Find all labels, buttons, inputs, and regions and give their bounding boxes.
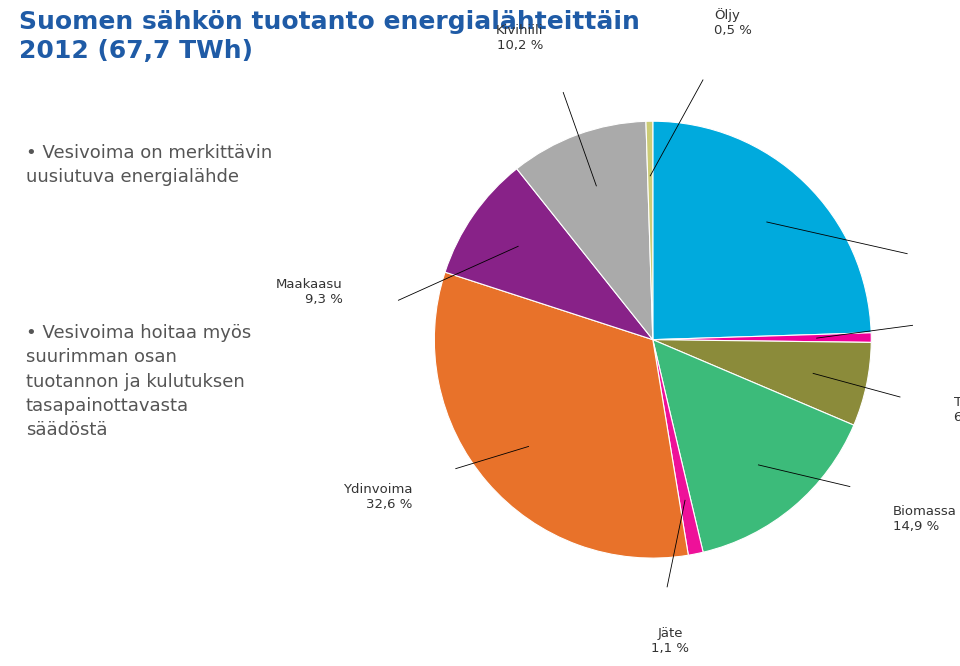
Text: Suomen sähkön tuotanto energialähteittäin
2012 (67,7 TWh): Suomen sähkön tuotanto energialähteittäi… [19, 10, 640, 63]
Wedge shape [646, 121, 653, 340]
Wedge shape [653, 340, 703, 555]
Text: Ydinvoima
32,6 %: Ydinvoima 32,6 % [343, 483, 413, 511]
Text: Maakaasu
9,3 %: Maakaasu 9,3 % [276, 278, 343, 306]
Text: 2(38)    PVO-VESIVOIMA OY: 2(38) PVO-VESIVOIMA OY [24, 631, 211, 645]
Text: Biomassa
14,9 %: Biomassa 14,9 % [893, 505, 957, 533]
Text: VOIMA: VOIMA [884, 645, 936, 659]
Text: POHJOLAN: POHJOLAN [875, 624, 936, 634]
Text: Turve
6,2 %: Turve 6,2 % [954, 396, 960, 424]
Text: Jäte
1,1 %: Jäte 1,1 % [651, 627, 689, 655]
Wedge shape [434, 272, 688, 558]
Text: Öljy
0,5 %: Öljy 0,5 % [714, 9, 752, 37]
Text: • Vesivoima on merkittävin
uusiutuva energialähde: • Vesivoima on merkittävin uusiutuva ene… [26, 145, 272, 186]
Wedge shape [653, 340, 853, 552]
Text: Kivihiili
10,2 %: Kivihiili 10,2 % [496, 24, 543, 52]
Wedge shape [445, 168, 653, 340]
Wedge shape [516, 121, 653, 340]
Wedge shape [653, 121, 871, 340]
Text: 2013: 2013 [624, 631, 660, 645]
Wedge shape [653, 333, 872, 342]
Text: • Vesivoima hoitaa myös
suurimman osan
tuotannon ja kulutuksen
tasapainottavasta: • Vesivoima hoitaa myös suurimman osan t… [26, 324, 251, 440]
Wedge shape [653, 340, 872, 425]
